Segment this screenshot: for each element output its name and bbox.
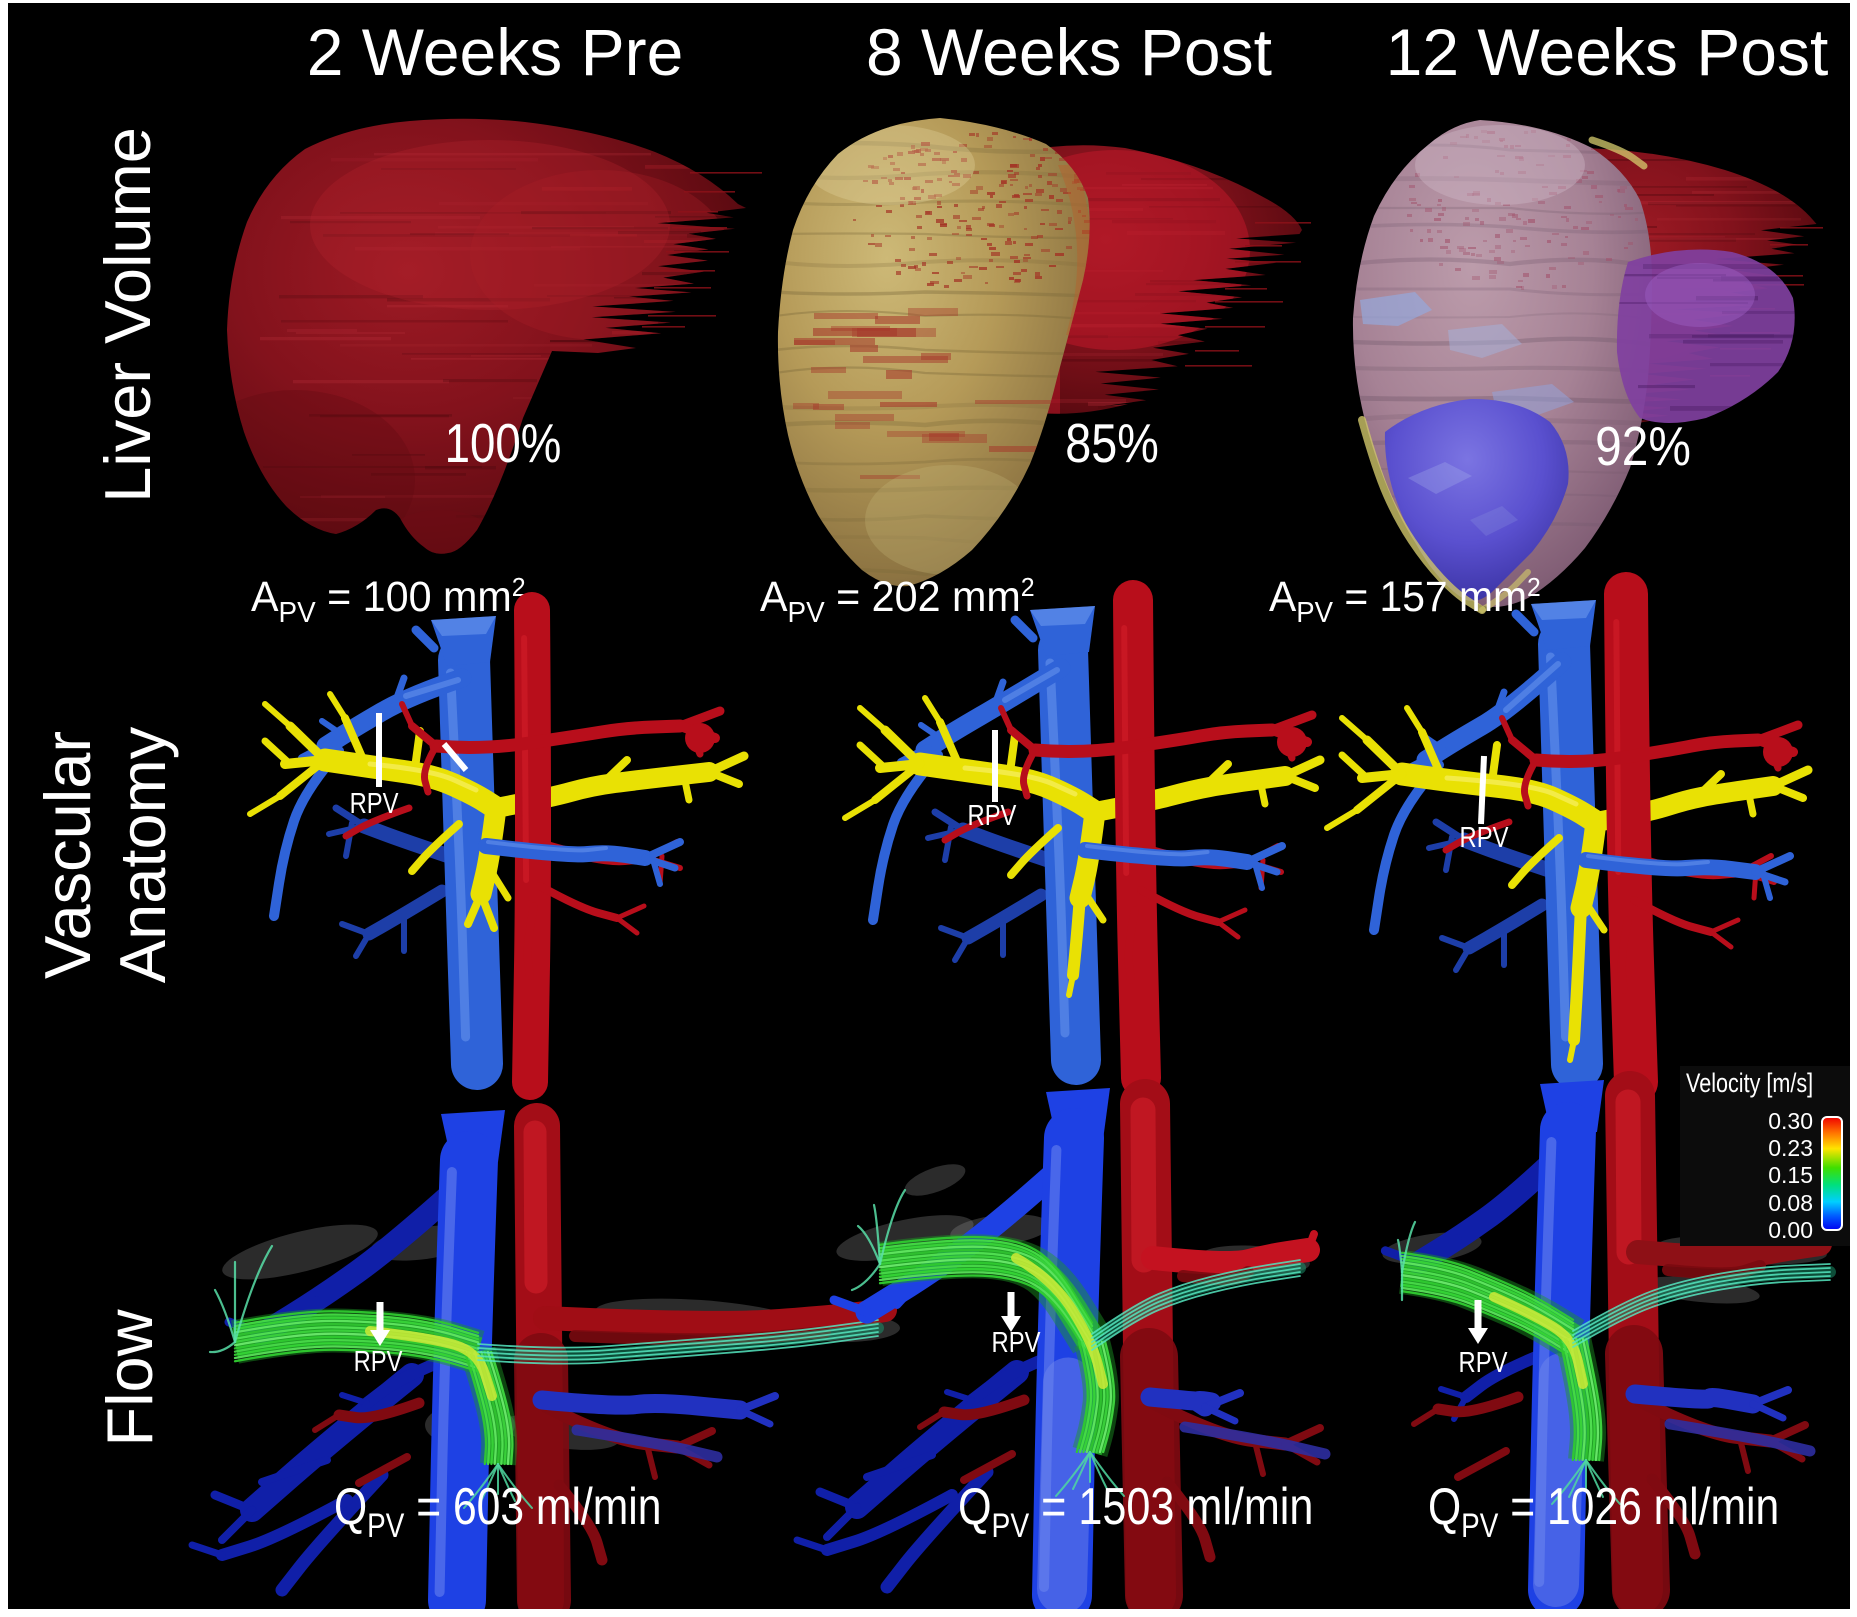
svg-text:RPV: RPV [968,799,1017,832]
svg-text:QPV = 1503 ml/min: QPV = 1503 ml/min [958,1478,1313,1544]
svg-text:Vascular: Vascular [31,731,104,979]
svg-text:APV = 202 mm2: APV = 202 mm2 [760,572,1035,629]
svg-text:RPV: RPV [1460,821,1509,854]
svg-text:APV = 157 mm2: APV = 157 mm2 [1269,572,1541,628]
svg-text:RPV: RPV [350,787,399,820]
svg-text:0.08: 0.08 [1768,1190,1813,1216]
svg-text:2 Weeks Pre: 2 Weeks Pre [307,15,684,89]
svg-text:0.23: 0.23 [1768,1135,1813,1161]
svg-text:92%: 92% [1595,415,1691,477]
svg-text:0.15: 0.15 [1768,1162,1813,1188]
svg-text:100%: 100% [445,412,562,474]
svg-text:Anatomy: Anatomy [106,726,179,983]
svg-text:RPV: RPV [354,1345,403,1378]
svg-text:Velocity [m/s]: Velocity [m/s] [1686,1069,1813,1099]
svg-text:8 Weeks Post: 8 Weeks Post [866,15,1272,89]
svg-text:0.00: 0.00 [1768,1217,1813,1243]
svg-text:RPV: RPV [992,1326,1041,1359]
svg-text:Flow: Flow [93,1308,166,1446]
svg-text:Liver Volume: Liver Volume [91,127,164,503]
svg-text:12 Weeks Post: 12 Weeks Post [1386,15,1829,89]
svg-text:QPV = 1026 ml/min: QPV = 1026 ml/min [1428,1478,1779,1545]
svg-text:RPV: RPV [1459,1346,1508,1379]
svg-text:85%: 85% [1065,412,1159,473]
svg-text:0.30: 0.30 [1768,1108,1813,1134]
